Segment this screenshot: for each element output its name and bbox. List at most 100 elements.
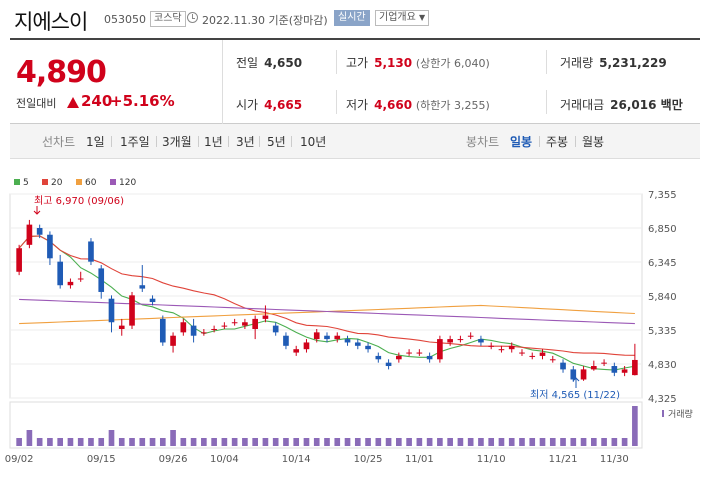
candle (344, 339, 351, 343)
period-tab[interactable]: 3년 (236, 135, 255, 149)
candle (170, 335, 176, 346)
candle (334, 335, 341, 340)
volume-bar (221, 438, 228, 446)
y-tick-label: 5,335 (648, 326, 677, 337)
chart-tabs: 선차트 1일 1주일 3개월 1년 3년 5년 10년 봉차트 일봉 주봉 월봉 (10, 124, 700, 159)
volume-bar (416, 438, 423, 446)
volume-bar (406, 438, 412, 446)
high-cell: 고가 5,130 (상한가 6,040) (346, 54, 490, 71)
high-value: 5,130 (374, 56, 413, 70)
volume-bar (190, 438, 197, 446)
stock-header: 지에스이 053050 코스닥 2022.11.30 기준(장마감) 실시간 기… (0, 0, 710, 38)
market-badge: 코스닥 (150, 11, 186, 27)
volume-value: 5,231,229 (599, 56, 667, 70)
min-arrow-icon (572, 377, 580, 388)
x-tick-label: 09/02 (5, 454, 34, 465)
x-tick-label: 09/26 (159, 454, 188, 465)
current-price-box: 4,890 전일대비 240 +5.16% (10, 40, 223, 124)
candle (272, 325, 279, 333)
period-tab[interactable]: 3개월 (162, 135, 192, 149)
volume-bar (570, 438, 577, 446)
volume-bar (293, 438, 300, 446)
candle (590, 366, 597, 370)
volume-label: 거래량 (560, 56, 594, 70)
candle (211, 328, 217, 330)
x-tick-label: 11/30 (600, 454, 629, 465)
line-chart-label: 선차트 (42, 135, 76, 149)
volume-bar (36, 438, 43, 446)
divider (336, 90, 337, 114)
low-value: 4,660 (374, 98, 413, 112)
company-info-dropdown[interactable]: 기업개요 ▼ (375, 10, 430, 26)
volume-bar (26, 430, 33, 446)
candle (98, 268, 105, 292)
candle (498, 349, 505, 351)
volume-bar (231, 438, 238, 446)
volume-bar (262, 438, 269, 446)
candle (406, 352, 412, 354)
candle (180, 322, 187, 333)
period-tab[interactable]: 1일 (86, 135, 105, 149)
ma-line-20 (18, 235, 635, 356)
x-tick-label: 10/25 (354, 454, 383, 465)
volume-plot-frame (9, 401, 643, 449)
divider (546, 90, 547, 114)
candle (67, 281, 74, 286)
volume-bar (529, 438, 536, 446)
volume-bars (16, 406, 638, 446)
max-arrow-icon (33, 206, 41, 215)
separator (111, 136, 112, 147)
candle (375, 355, 382, 360)
legend-label: 60 (85, 178, 97, 188)
candle (457, 339, 464, 341)
candle (354, 342, 361, 346)
legend-label: 20 (51, 178, 63, 188)
y-tick-label: 7,355 (648, 190, 677, 201)
prev-close-cell: 전일 4,650 (236, 54, 302, 71)
candle-tab-daily[interactable]: 일봉 (510, 135, 533, 149)
candle (108, 298, 115, 323)
quote-date: 2022.11.30 기준(장마감) (202, 14, 328, 27)
volume-bar (396, 438, 402, 446)
prev-close-label: 전일 (236, 56, 259, 70)
candle-chart-label: 봉차트 (466, 135, 500, 149)
candle (47, 234, 53, 259)
volume-bar (170, 430, 176, 446)
candle (560, 362, 566, 370)
volume-bar (139, 438, 146, 446)
volume-bar (324, 438, 330, 446)
up-triangle-icon (67, 97, 79, 108)
period-tab[interactable]: 1주일 (120, 135, 150, 149)
period-tab[interactable]: 1년 (204, 135, 223, 149)
period-tab[interactable]: 10년 (300, 135, 327, 149)
separator (575, 136, 576, 147)
y-tick-label: 4,830 (648, 360, 677, 371)
volume-bar (508, 438, 515, 446)
candle (529, 355, 536, 357)
company-info-label: 기업개요 (379, 12, 416, 23)
volume-bar (426, 438, 433, 446)
chart-legend: 5 20 60 120 (14, 178, 136, 188)
x-tick-label: 11/21 (549, 454, 578, 465)
candle-tab-monthly[interactable]: 월봉 (582, 135, 605, 149)
ma-line-120 (19, 298, 635, 325)
volume-bar (334, 438, 341, 446)
volume-bar (375, 438, 382, 446)
legend-swatch (42, 179, 48, 185)
candle-tab-weekly[interactable]: 주봉 (546, 135, 569, 149)
candle (118, 325, 125, 329)
max-price-label: 최고 6,970 (09/06) (34, 195, 124, 207)
separator (259, 136, 260, 147)
candle (313, 332, 320, 340)
amount-cell: 거래대금 26,016 백만 (560, 96, 683, 113)
candlestick-chart: 5 20 60 120 7,355 6,850 6,345 5,840 5,335 4,830 4… (5, 178, 693, 465)
volume-bar (488, 438, 495, 446)
realtime-button[interactable]: 실시간 (334, 10, 370, 26)
candle (621, 369, 628, 373)
candle (201, 332, 207, 334)
volume-bar (98, 438, 105, 446)
candle (16, 248, 22, 272)
separator (156, 136, 157, 147)
volume-bar (149, 438, 156, 446)
period-tab[interactable]: 5년 (267, 135, 286, 149)
